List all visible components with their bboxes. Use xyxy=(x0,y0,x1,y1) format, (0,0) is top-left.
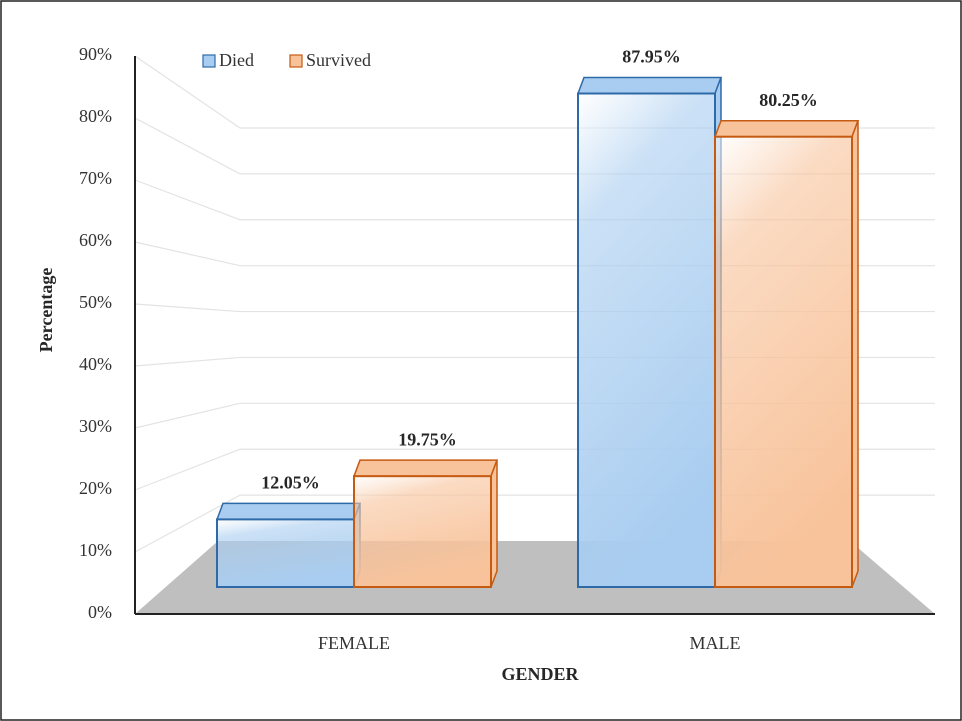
legend-label: Died xyxy=(219,50,254,70)
x-tick-label: FEMALE xyxy=(318,633,390,653)
y-tick-label: 60% xyxy=(79,230,112,250)
y-tick-label: 50% xyxy=(79,292,112,312)
bar-front xyxy=(216,518,355,588)
bar-front xyxy=(353,475,492,588)
x-tick-label: MALE xyxy=(690,633,741,653)
y-tick-label: 20% xyxy=(79,478,112,498)
legend-swatch xyxy=(289,54,303,68)
data-label: 87.95% xyxy=(622,47,681,67)
y-tick-label: 40% xyxy=(79,354,112,374)
bar-front xyxy=(714,135,853,588)
x-axis-title: GENDER xyxy=(501,664,579,684)
y-tick-label: 80% xyxy=(79,106,112,126)
y-tick-label: 90% xyxy=(79,44,112,64)
data-label: 12.05% xyxy=(261,473,320,493)
bar xyxy=(215,502,362,588)
bar xyxy=(352,459,499,588)
bar xyxy=(576,76,723,588)
bar-top xyxy=(215,502,362,521)
legend-swatch xyxy=(202,54,216,68)
bars xyxy=(215,76,860,588)
bar-top xyxy=(576,76,723,95)
bar-top xyxy=(713,119,860,138)
y-tick-label: 30% xyxy=(79,416,112,436)
bar xyxy=(713,119,860,588)
data-label: 80.25% xyxy=(759,90,818,110)
legend-label: Survived xyxy=(306,50,371,70)
bar-front xyxy=(577,92,716,588)
y-tick-label: 70% xyxy=(79,168,112,188)
data-label: 19.75% xyxy=(398,429,457,449)
y-tick-label: 0% xyxy=(88,602,112,622)
y-tick-label: 10% xyxy=(79,540,112,560)
bar-top xyxy=(352,459,499,477)
y-axis-title: Percentage xyxy=(36,268,56,353)
